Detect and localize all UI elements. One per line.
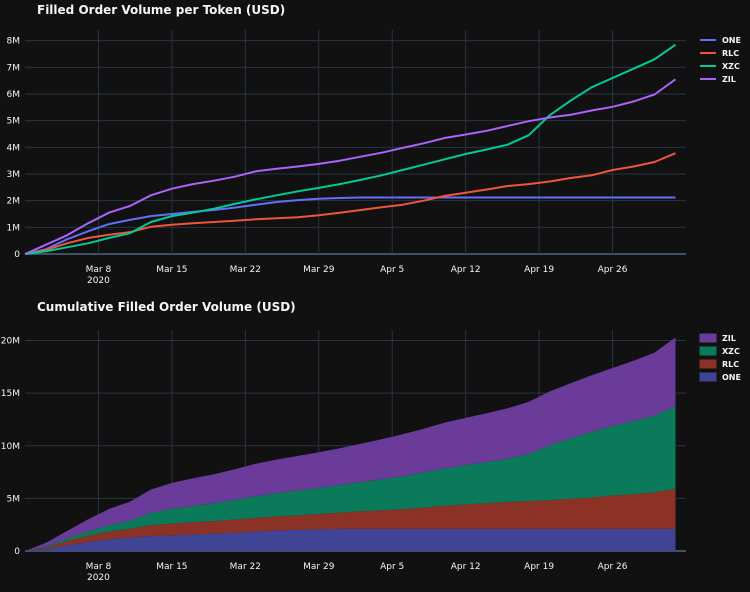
chart-1-plot-area <box>24 43 677 255</box>
c1-x-tick-label: Apr 19 <box>524 265 554 275</box>
line-series-xzc[interactable] <box>24 43 677 255</box>
chart-1-y-axis: 0 1M 2M 3M 4M 5M 6M 7M 8M <box>7 37 21 260</box>
c1-x-tick-label: Mar 22 <box>230 265 261 275</box>
chart-2: Cumulative Filled Order Volume (USD) 0 5M… <box>1 300 741 583</box>
c2-x-year-label: 2020 <box>87 573 110 583</box>
chart-1-title: Filled Order Volume per Token (USD) <box>37 3 285 17</box>
area-series-zil[interactable] <box>25 337 676 551</box>
c2-x-tick-label: Apr 26 <box>598 562 628 572</box>
chart-2-y-axis: 0 5M 10M 15M 20M <box>1 337 20 557</box>
legend-label-xzc: XZC <box>722 347 740 356</box>
c2-x-tick-label: Apr 19 <box>524 562 554 572</box>
area-series-xzc[interactable] <box>25 406 676 551</box>
line-series-zil[interactable] <box>24 78 677 255</box>
c2-x-tick-label: Mar 8 <box>86 562 112 572</box>
chart-2-title: Cumulative Filled Order Volume (USD) <box>37 300 296 314</box>
legend-item-rlc[interactable]: RLC <box>699 359 739 369</box>
legend-item-xzc[interactable]: XZC <box>700 62 740 71</box>
chart-2-plot-area <box>25 337 676 551</box>
c1-y-tick-label: 4M <box>7 143 21 153</box>
chart-2-legend[interactable]: ZIL XZC RLC ONE <box>699 333 741 382</box>
c1-y-tick-label: 1M <box>7 223 21 233</box>
c1-y-tick-label: 2M <box>7 197 21 207</box>
c1-y-tick-label: 7M <box>7 63 21 73</box>
c2-y-tick-label: 15M <box>1 389 20 399</box>
c2-y-tick-label: 10M <box>1 442 20 452</box>
c2-x-tick-label: Apr 12 <box>451 562 481 572</box>
chart-1-gridlines <box>25 30 686 255</box>
legend-item-one[interactable]: ONE <box>700 36 741 45</box>
legend-label-rlc: RLC <box>722 360 739 369</box>
c1-y-tick-label: 6M <box>7 90 21 100</box>
legend-item-zil[interactable]: ZIL <box>700 75 736 84</box>
c1-y-tick-label: 5M <box>7 117 21 127</box>
legend-item-xzc[interactable]: XZC <box>699 346 740 356</box>
c1-y-tick-label: 8M <box>7 37 21 47</box>
c1-x-tick-label: Mar 8 <box>86 265 112 275</box>
c2-x-tick-label: Apr 5 <box>380 562 404 572</box>
legend-label-xzc: XZC <box>722 62 740 71</box>
legend-label-rlc: RLC <box>722 49 739 58</box>
c1-x-tick-label: Apr 12 <box>451 265 481 275</box>
area-series-rlc[interactable] <box>25 488 676 551</box>
legend-item-one[interactable]: ONE <box>699 372 741 382</box>
c1-x-tick-label: Mar 29 <box>303 265 335 275</box>
c1-x-tick-label: Apr 26 <box>598 265 628 275</box>
area-series-one[interactable] <box>25 528 676 551</box>
legend-swatch-rlc <box>699 359 717 369</box>
c1-x-tick-label: Apr 5 <box>380 265 404 275</box>
c2-x-tick-label: Mar 15 <box>156 562 187 572</box>
c2-x-tick-label: Mar 22 <box>230 562 261 572</box>
chart-1-legend[interactable]: ONE RLC XZC ZIL <box>700 36 741 84</box>
legend-item-rlc[interactable]: RLC <box>700 49 739 58</box>
legend-label-zil: ZIL <box>722 334 736 343</box>
line-series-one[interactable] <box>24 196 676 255</box>
legend-swatch-one <box>699 372 717 382</box>
c2-x-tick-label: Mar 29 <box>303 562 335 572</box>
c1-y-tick-label: 0 <box>14 250 20 260</box>
legend-label-one: ONE <box>722 36 741 45</box>
legend-swatch-xzc <box>699 346 717 356</box>
c1-x-tick-label: Mar 15 <box>156 265 187 275</box>
legend-swatch-zil <box>699 333 717 343</box>
c1-y-tick-label: 3M <box>7 170 21 180</box>
c2-y-tick-label: 0 <box>14 547 20 557</box>
c1-x-year-label: 2020 <box>87 276 110 286</box>
legend-label-one: ONE <box>722 373 741 382</box>
legend-item-zil[interactable]: ZIL <box>699 333 736 343</box>
c2-y-tick-label: 20M <box>1 337 20 347</box>
legend-label-zil: ZIL <box>722 75 736 84</box>
c2-y-tick-label: 5M <box>7 494 21 504</box>
chart-1: Filled Order Volume per Token (USD) 0 1M 2… <box>7 3 741 286</box>
